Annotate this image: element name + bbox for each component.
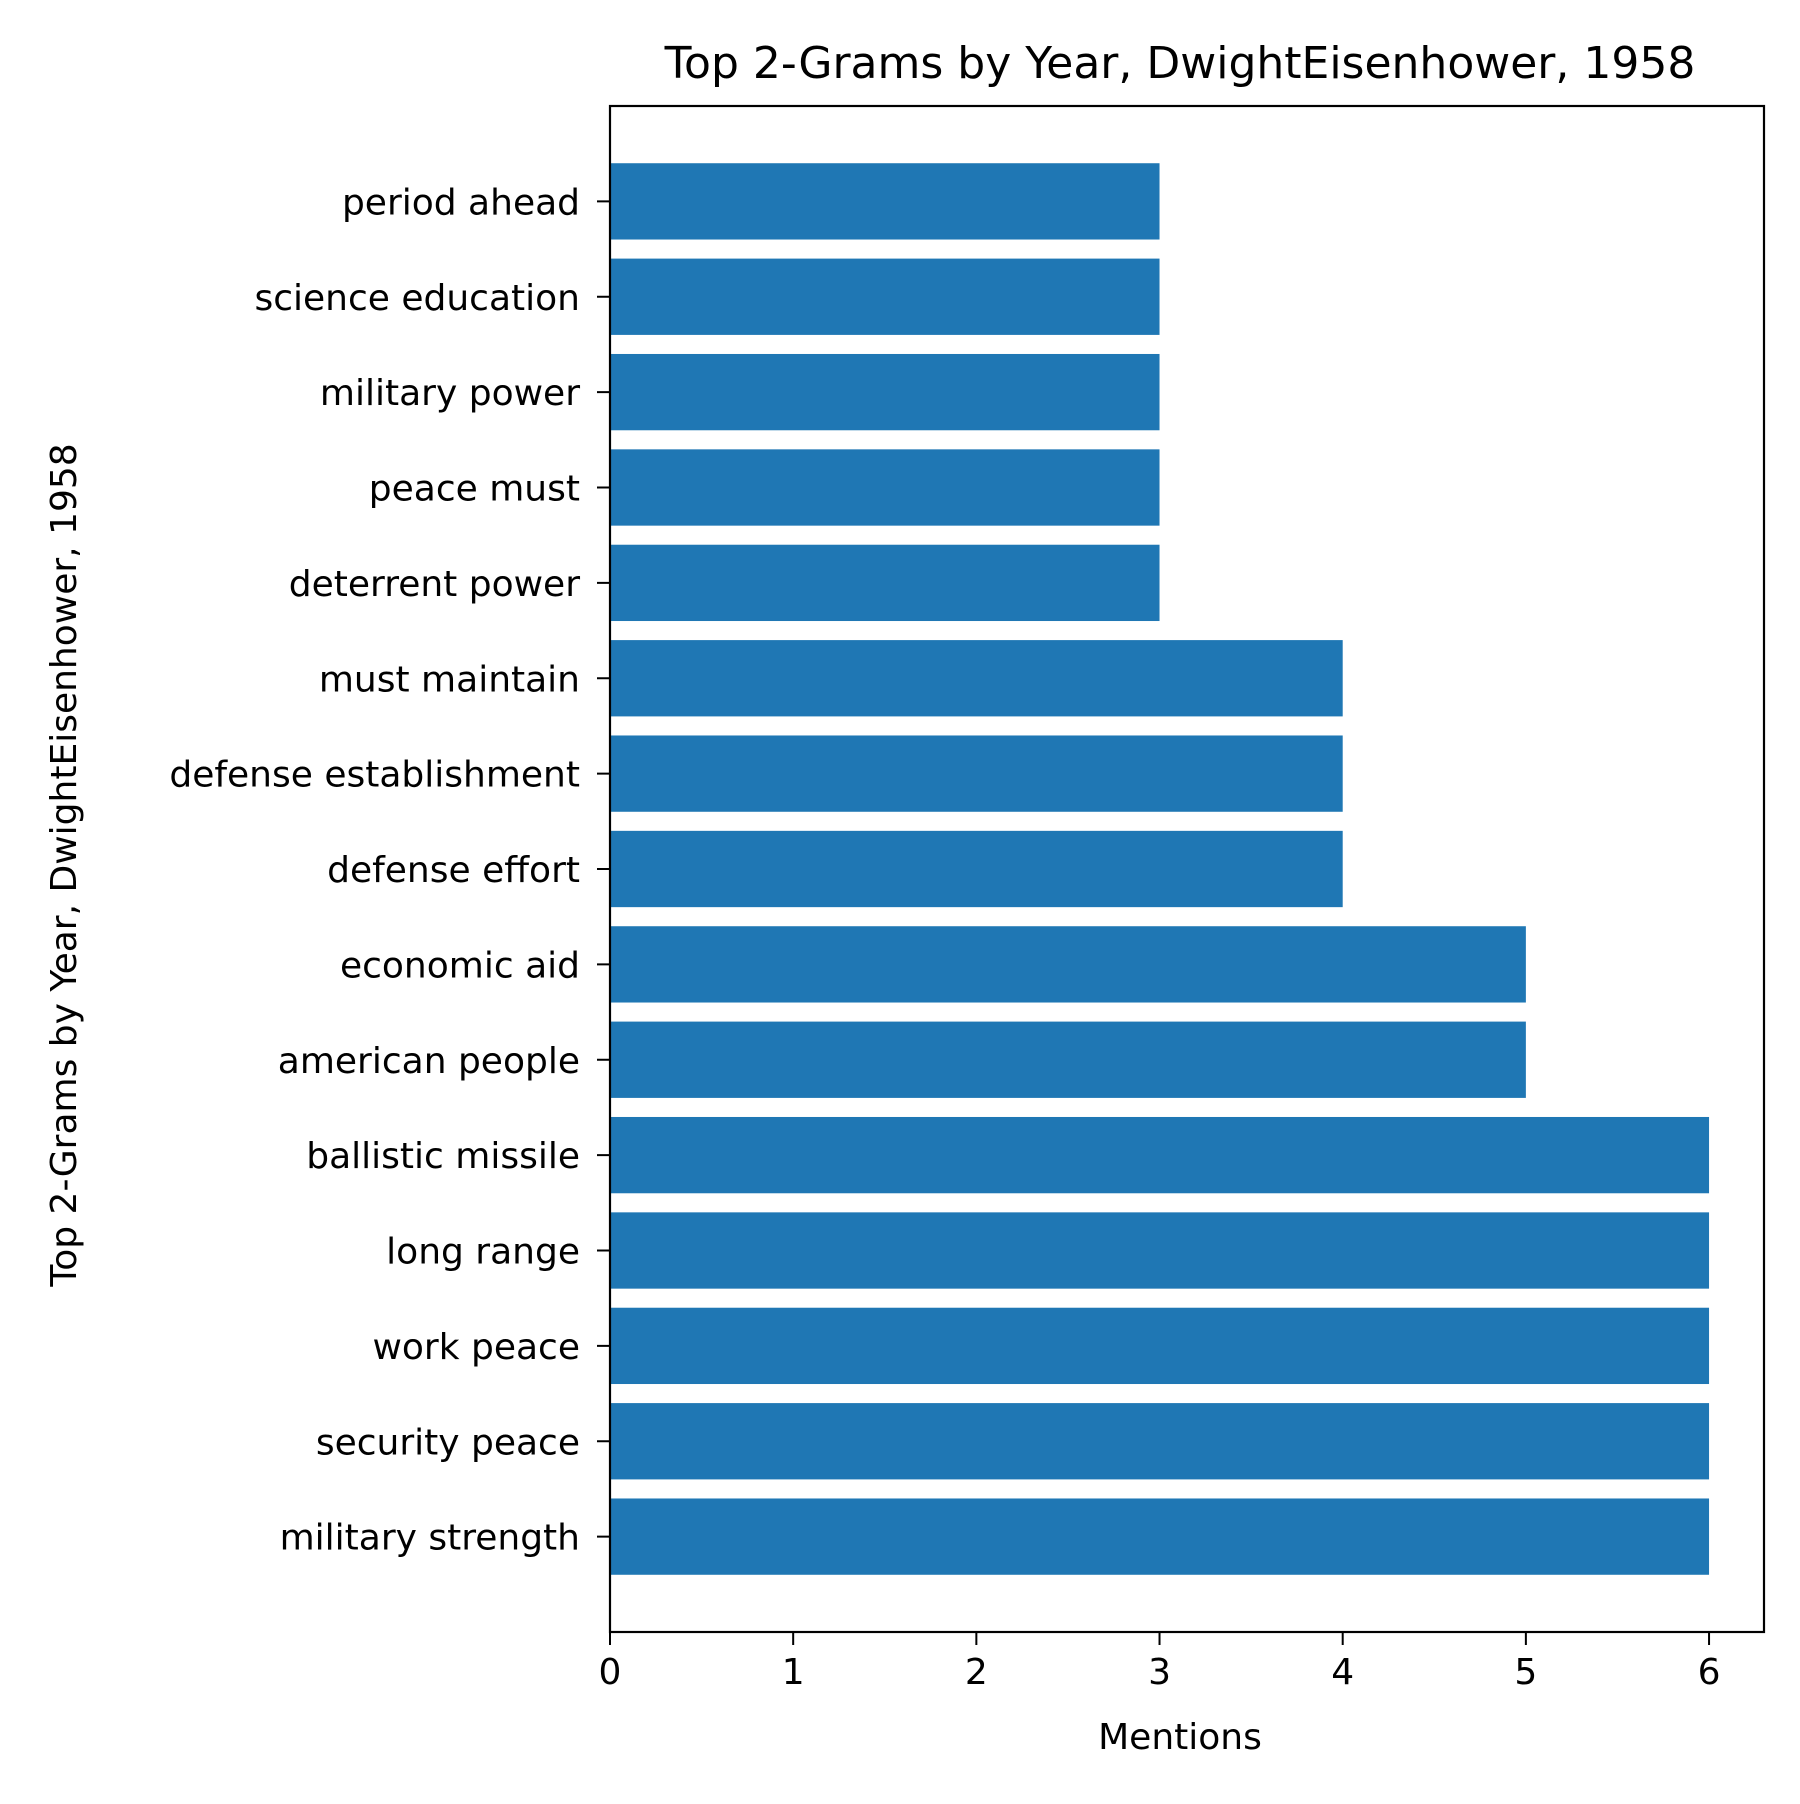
x-tick-label: 5 <box>1514 1652 1537 1693</box>
y-tick-label: period ahead <box>342 182 580 223</box>
bar-military-strength <box>610 1498 1710 1575</box>
y-tick-label: defense effort <box>327 850 580 891</box>
bar-must-maintain <box>610 640 1343 717</box>
y-tick-label: peace must <box>369 469 580 510</box>
bar-ballistic-missile <box>610 1116 1710 1194</box>
y-tick-label: security peace <box>316 1422 580 1463</box>
bar-long-range <box>610 1212 1710 1289</box>
y-tick-label: military strength <box>280 1518 580 1559</box>
y-tick-label: ballistic missile <box>306 1136 580 1177</box>
y-tick-label: deterrent power <box>289 564 580 605</box>
bar-american-people <box>610 1021 1526 1098</box>
y-axis-ticks: military strength security peace work peac… <box>169 182 610 1559</box>
x-axis-label: Mentions <box>1098 1717 1262 1758</box>
chart-title: Top 2-Grams by Year, DwightEisenhower, 1… <box>664 38 1696 89</box>
x-tick-label: 4 <box>1331 1652 1354 1693</box>
y-tick-label: american people <box>278 1041 580 1082</box>
y-tick-label: science education <box>254 278 580 319</box>
bar-deterrent-power <box>610 544 1160 622</box>
y-tick-label: economic aid <box>340 945 580 986</box>
x-tick-label: 0 <box>599 1652 622 1693</box>
bar-defense-establishment <box>610 735 1343 812</box>
y-tick-label: work peace <box>372 1327 580 1368</box>
x-tick-label: 1 <box>782 1652 805 1693</box>
y-tick-label: must maintain <box>319 659 580 700</box>
bar-economic-aid <box>610 926 1526 1003</box>
bar-period-ahead <box>610 163 1160 240</box>
bar-defense-effort <box>610 830 1343 908</box>
x-tick-label: 6 <box>1698 1652 1721 1693</box>
bar-science-education <box>610 258 1160 335</box>
y-axis-label: Top 2-Grams by Year, DwightEisenhower, 1… <box>44 443 85 1287</box>
bar-work-peace <box>610 1307 1710 1385</box>
x-tick-label: 3 <box>1148 1652 1171 1693</box>
y-tick-label: defense establishment <box>169 755 580 796</box>
x-axis-ticks: 0 1 2 3 4 5 6 <box>599 1632 1721 1693</box>
y-tick-label: military power <box>320 373 580 414</box>
bars-group <box>610 163 1710 1575</box>
bar-peace-must <box>610 449 1160 526</box>
plot-frame <box>608 104 1766 1634</box>
x-tick-label: 2 <box>965 1652 988 1693</box>
y-tick-label: long range <box>386 1232 580 1273</box>
bar-security-peace <box>610 1403 1710 1480</box>
bar-military-power <box>610 353 1160 431</box>
